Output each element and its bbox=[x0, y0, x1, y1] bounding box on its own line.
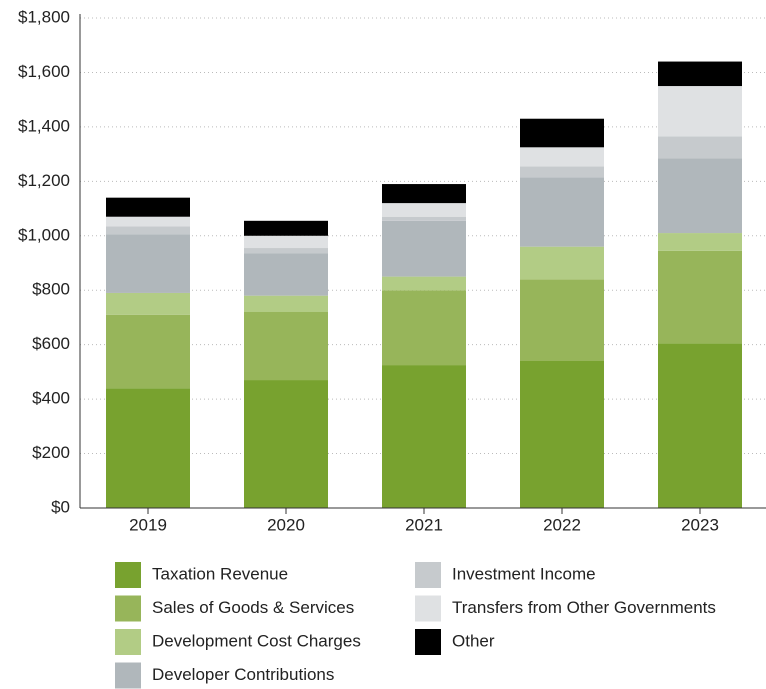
legend-swatch bbox=[415, 562, 441, 588]
bar-segment bbox=[106, 292, 190, 315]
bar-segment bbox=[106, 388, 190, 508]
legend-label: Sales of Goods & Services bbox=[152, 598, 354, 617]
legend-label: Developer Contributions bbox=[152, 665, 334, 684]
bar-segment bbox=[244, 253, 328, 296]
bar-segment bbox=[244, 220, 328, 236]
bar-segment bbox=[244, 248, 328, 254]
legend-swatch bbox=[115, 595, 141, 622]
bar-segment bbox=[106, 314, 190, 389]
bar-segment bbox=[520, 147, 604, 167]
y-tick-label: $1,400 bbox=[18, 116, 70, 135]
y-tick-label: $600 bbox=[32, 334, 70, 353]
legend-label: Development Cost Charges bbox=[152, 631, 361, 650]
bar-segment bbox=[658, 250, 742, 344]
bar-segment bbox=[658, 136, 742, 159]
bar-segment bbox=[382, 203, 466, 217]
bar-segment bbox=[106, 216, 190, 227]
bar-segment bbox=[106, 197, 190, 217]
bar-segment bbox=[244, 312, 328, 381]
y-tick-label: $1,000 bbox=[18, 225, 70, 244]
bar-segment bbox=[244, 235, 328, 249]
bar-segment bbox=[520, 166, 604, 178]
bar-segment bbox=[244, 380, 328, 508]
legend-label: Taxation Revenue bbox=[152, 564, 288, 583]
y-tick-label: $0 bbox=[51, 497, 70, 516]
bar-segment bbox=[658, 61, 742, 87]
legend-swatch bbox=[415, 595, 441, 622]
legend-swatch bbox=[115, 629, 141, 655]
bar-segment bbox=[382, 216, 466, 221]
x-tick-label: 2019 bbox=[129, 515, 167, 534]
bar-segment bbox=[658, 233, 742, 251]
y-tick-label: $800 bbox=[32, 280, 70, 299]
x-tick-label: 2020 bbox=[267, 515, 305, 534]
y-tick-label: $1,800 bbox=[18, 7, 70, 26]
bar-segment bbox=[520, 118, 604, 148]
y-tick-label: $1,600 bbox=[18, 62, 70, 81]
legend-swatch bbox=[415, 629, 441, 655]
legend-label: Transfers from Other Governments bbox=[452, 598, 716, 617]
x-tick-label: 2023 bbox=[681, 515, 719, 534]
bar-segment bbox=[520, 246, 604, 280]
legend-label: Investment Income bbox=[452, 564, 596, 583]
bar-segment bbox=[658, 343, 742, 508]
legend-swatch bbox=[115, 662, 141, 689]
bar-segment bbox=[520, 361, 604, 508]
y-tick-label: $200 bbox=[32, 443, 70, 462]
y-tick-label: $400 bbox=[32, 389, 70, 408]
bar-segment bbox=[382, 290, 466, 366]
bar-segment bbox=[520, 279, 604, 361]
x-tick-label: 2021 bbox=[405, 515, 443, 534]
legend-swatch bbox=[115, 562, 141, 588]
x-tick-label: 2022 bbox=[543, 515, 581, 534]
bar-segment bbox=[382, 365, 466, 508]
bar-segment bbox=[382, 276, 466, 291]
bar-segment bbox=[106, 234, 190, 293]
bar-segment bbox=[106, 226, 190, 235]
y-tick-label: $1,200 bbox=[18, 171, 70, 190]
bar-segment bbox=[520, 177, 604, 247]
legend-label: Other bbox=[452, 631, 495, 650]
bar-segment bbox=[382, 184, 466, 204]
bar-segment bbox=[658, 158, 742, 234]
bar-segment bbox=[382, 220, 466, 277]
bar-segment bbox=[658, 86, 742, 137]
bar-segment bbox=[244, 295, 328, 312]
